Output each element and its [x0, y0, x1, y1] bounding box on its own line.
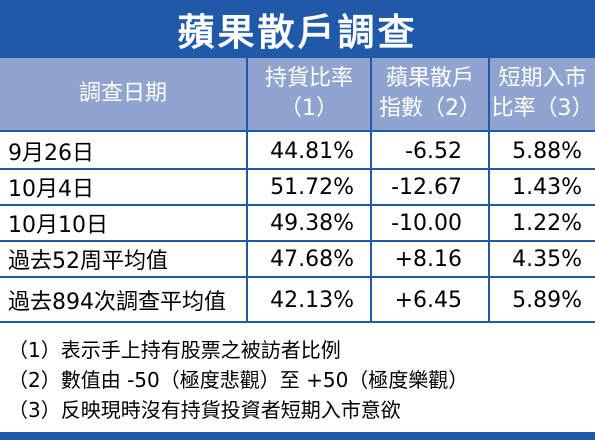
cell-index: +8.16 — [394, 246, 462, 272]
table-row: 10月4日 51.72% -12.67 1.43% — [0, 170, 595, 204]
cell-date: 10月4日 — [8, 177, 94, 202]
cell-holding: 44.81% — [270, 138, 354, 164]
cell-date: 9月26日 — [8, 141, 94, 166]
header-index-line2: 指數（2） — [379, 96, 481, 121]
cell-short: 1.22% — [512, 210, 582, 236]
row-divider — [0, 168, 595, 170]
header-holding-line2: （1） — [280, 96, 338, 121]
table-bottom-border — [0, 321, 595, 323]
cell-date: 過去52周平均值 — [8, 249, 168, 274]
footnote: （3）反映現時沒有持貨投資者短期入市意欲 — [8, 398, 401, 422]
cell-index: -6.52 — [405, 138, 462, 164]
header-holding-ratio: 持貨比率 （1） — [248, 58, 370, 130]
footnote: （1）表示手上持有股票之被訪者比例 — [8, 338, 341, 362]
footnote: （2）數值由 -50（極度悲觀）至 +50（極度樂觀） — [8, 368, 469, 392]
column-divider — [370, 58, 372, 322]
header-holding-line1: 持貨比率 — [264, 66, 353, 91]
header-date: 調查日期 — [0, 58, 246, 130]
cell-index: -12.67 — [391, 174, 462, 200]
cell-holding: 42.13% — [270, 287, 354, 313]
cell-index: +6.45 — [394, 287, 462, 313]
cell-short: 1.43% — [512, 174, 582, 200]
header-short-line2: 比率（3） — [491, 96, 594, 121]
row-divider — [0, 240, 595, 242]
cell-index: -10.00 — [391, 210, 462, 236]
table-row: 過去894次調查平均值 42.13% +6.45 5.89% — [0, 283, 595, 317]
cell-holding: 49.38% — [270, 210, 354, 236]
cell-short: 5.88% — [512, 138, 582, 164]
header-date-label: 調查日期 — [78, 81, 167, 106]
cell-date: 過去894次調查平均值 — [8, 290, 226, 315]
table-header-row: 調查日期 持貨比率 （1） 蘋果散戶 指數（2） 短期入市 比率（3） — [0, 58, 595, 132]
header-retail-index: 蘋果散戶 指數（2） — [372, 58, 488, 130]
cell-holding: 47.68% — [270, 246, 354, 272]
bottom-accent-bar — [0, 432, 595, 440]
cell-short: 5.89% — [512, 287, 582, 313]
row-divider — [0, 204, 595, 206]
header-index-line1: 蘋果散戶 — [385, 66, 474, 91]
column-divider — [488, 58, 490, 322]
column-divider — [246, 58, 248, 322]
table-row: 過去52周平均值 47.68% +8.16 4.35% — [0, 242, 595, 276]
table-row: 9月26日 44.81% -6.52 5.88% — [0, 134, 595, 168]
header-short-line1: 短期入市 — [498, 66, 587, 91]
table-title: 蘋果散戶調查 — [0, 0, 595, 58]
cell-short: 4.35% — [512, 246, 582, 272]
cell-holding: 51.72% — [270, 174, 354, 200]
header-short-term-ratio: 短期入市 比率（3） — [490, 58, 595, 130]
row-divider — [0, 276, 595, 278]
table-row: 10月10日 49.38% -10.00 1.22% — [0, 206, 595, 240]
cell-date: 10月10日 — [8, 213, 108, 238]
